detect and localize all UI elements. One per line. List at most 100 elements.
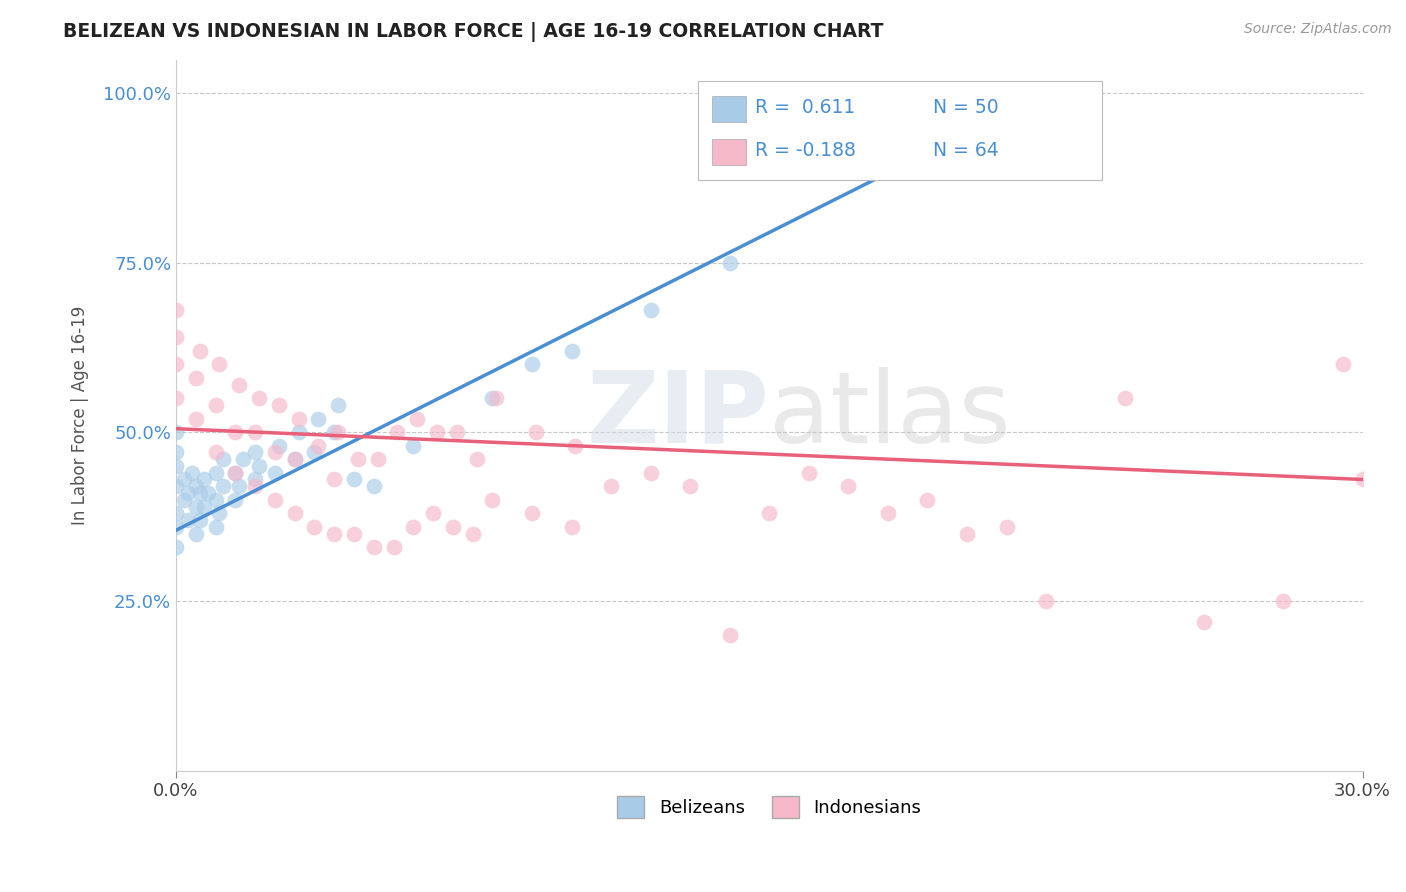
Point: [402, 439, 425, 453]
Point: [267, 439, 290, 453]
Point: [180, 466, 202, 480]
Point: [328, 398, 350, 412]
Text: R = -0.188: R = -0.188: [755, 141, 856, 161]
Point: [1351, 473, 1374, 487]
Point: [165, 303, 187, 318]
Point: [446, 425, 468, 439]
Point: [481, 492, 503, 507]
Point: [197, 486, 219, 500]
Point: [165, 540, 187, 554]
Point: [343, 526, 366, 541]
Point: [1331, 357, 1354, 371]
Y-axis label: In Labor Force | Age 16-19: In Labor Force | Age 16-19: [72, 306, 89, 524]
Point: [208, 506, 231, 520]
Point: [247, 391, 270, 405]
Point: [243, 473, 266, 487]
Point: [1035, 107, 1057, 121]
Point: [188, 486, 211, 500]
Point: [263, 492, 285, 507]
Point: [228, 377, 250, 392]
Text: N = 64: N = 64: [934, 141, 998, 161]
Point: [263, 466, 285, 480]
Point: [363, 479, 385, 493]
Point: [837, 479, 859, 493]
Point: [177, 486, 200, 500]
Point: [224, 492, 246, 507]
Point: [718, 256, 741, 270]
Point: [323, 526, 346, 541]
Point: [343, 473, 366, 487]
Point: [243, 479, 266, 493]
Point: [243, 445, 266, 459]
Point: [193, 500, 215, 514]
Point: [560, 343, 582, 358]
Point: [287, 411, 309, 425]
Point: [247, 458, 270, 473]
Point: [347, 452, 370, 467]
Bar: [713, 139, 745, 165]
Point: [323, 425, 346, 439]
Point: [323, 473, 346, 487]
Point: [718, 628, 741, 642]
Point: [520, 506, 543, 520]
Point: [363, 540, 385, 554]
Point: [184, 526, 207, 541]
Point: [797, 466, 820, 480]
Point: [679, 479, 702, 493]
Point: [1114, 391, 1136, 405]
Point: [917, 492, 939, 507]
Point: [173, 492, 195, 507]
Point: [165, 425, 187, 439]
Point: [165, 506, 187, 520]
Point: [426, 425, 449, 439]
Point: [461, 526, 484, 541]
Point: [243, 425, 266, 439]
Point: [204, 466, 226, 480]
Point: [204, 445, 226, 459]
Point: [307, 439, 329, 453]
Point: [995, 520, 1018, 534]
Legend: Belizeans, Indonesians: Belizeans, Indonesians: [610, 789, 928, 826]
Point: [165, 520, 187, 534]
Point: [402, 520, 425, 534]
Point: [287, 425, 309, 439]
Point: [284, 452, 307, 467]
Point: [224, 466, 246, 480]
Point: [224, 466, 246, 480]
Point: [184, 411, 207, 425]
Point: [304, 445, 326, 459]
Point: [485, 391, 508, 405]
Point: [520, 357, 543, 371]
Point: [204, 492, 226, 507]
Point: [382, 540, 405, 554]
Point: [204, 520, 226, 534]
Point: [173, 473, 195, 487]
Point: [208, 357, 231, 371]
Point: [184, 500, 207, 514]
Point: [524, 425, 547, 439]
Point: [204, 398, 226, 412]
Point: [212, 452, 235, 467]
Point: [307, 411, 329, 425]
Point: [465, 452, 488, 467]
Point: [600, 479, 623, 493]
Point: [165, 458, 187, 473]
Bar: [713, 96, 745, 122]
Point: [212, 479, 235, 493]
Point: [165, 357, 187, 371]
Point: [184, 479, 207, 493]
Text: BELIZEAN VS INDONESIAN IN LABOR FORCE | AGE 16-19 CORRELATION CHART: BELIZEAN VS INDONESIAN IN LABOR FORCE | …: [63, 22, 884, 42]
Point: [177, 513, 200, 527]
Text: Source: ZipAtlas.com: Source: ZipAtlas.com: [1244, 22, 1392, 37]
Point: [560, 520, 582, 534]
Point: [304, 520, 326, 534]
Point: [387, 425, 409, 439]
Point: [640, 466, 662, 480]
Point: [956, 526, 979, 541]
Point: [1194, 615, 1216, 629]
Point: [228, 479, 250, 493]
Text: R =  0.611: R = 0.611: [755, 98, 855, 118]
Point: [224, 425, 246, 439]
Point: [640, 303, 662, 318]
Point: [165, 445, 187, 459]
